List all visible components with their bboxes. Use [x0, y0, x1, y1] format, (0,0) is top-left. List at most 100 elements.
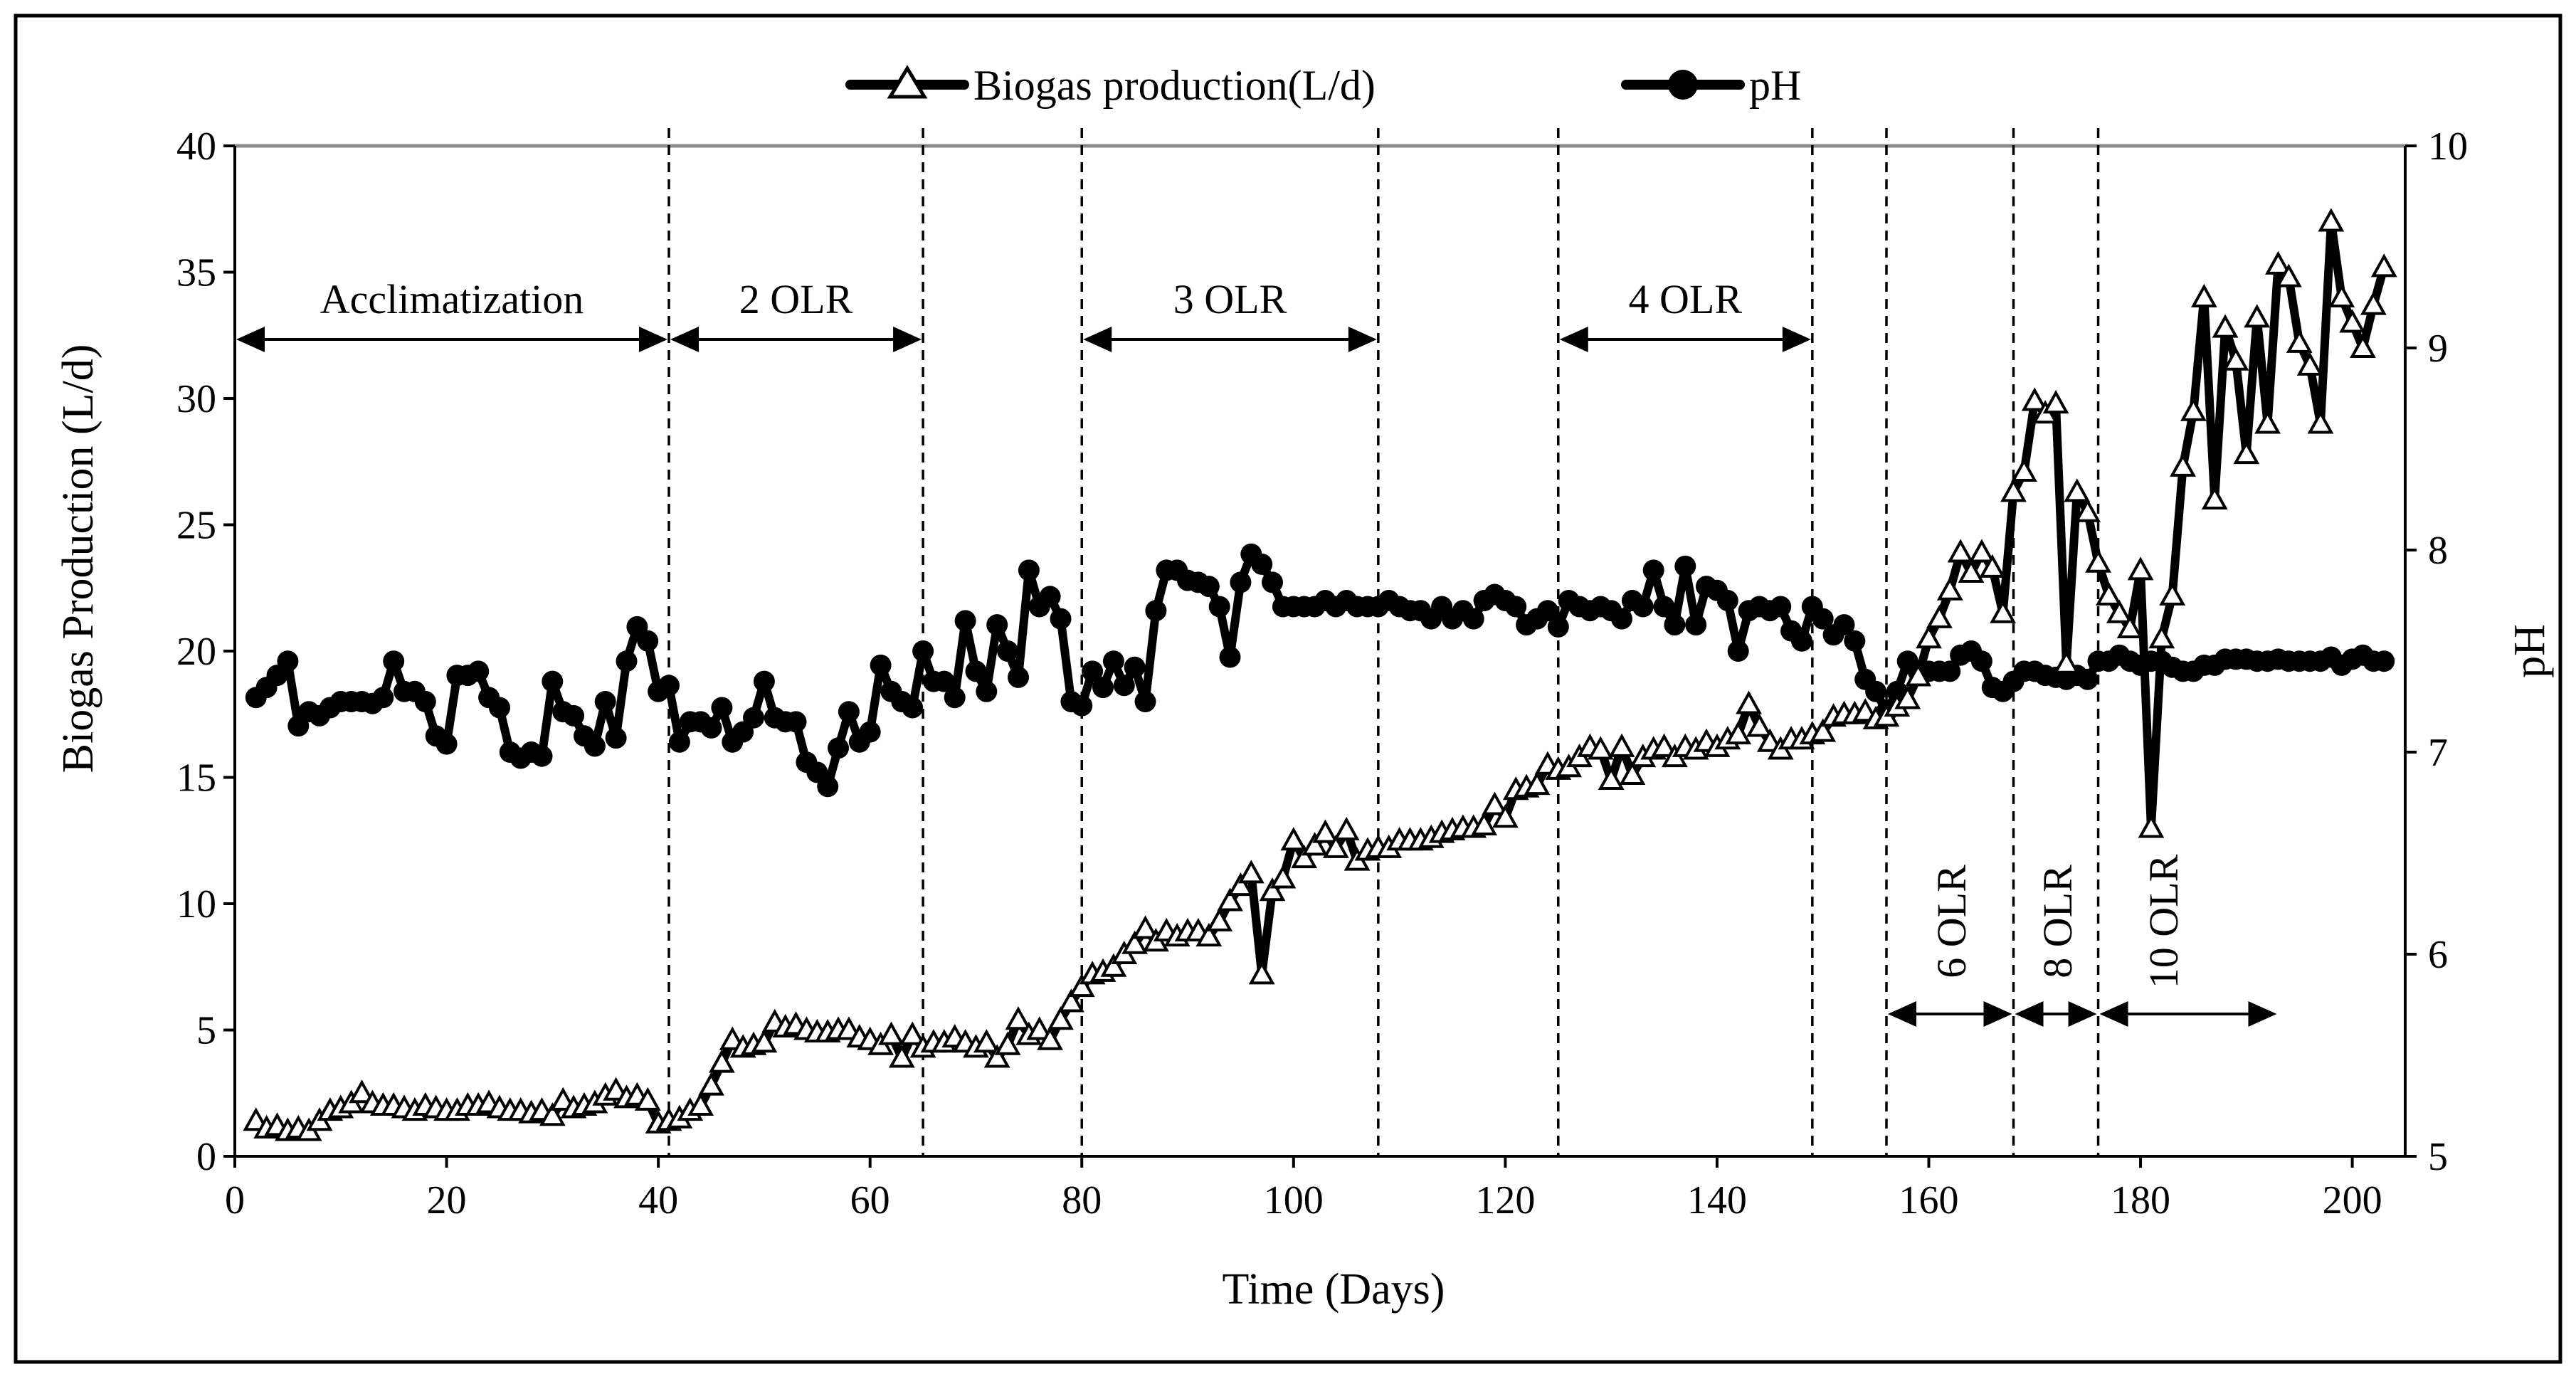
biogas-point: [1608, 733, 1635, 757]
ph-point: [1970, 650, 1992, 672]
ph-point: [859, 721, 881, 743]
ph-point: [1082, 660, 1104, 682]
ph-point: [1865, 680, 1887, 702]
phase-8-olr-arrow-head-right: [2068, 1001, 2097, 1027]
ph-point: [668, 731, 690, 753]
ph-point: [2076, 668, 2099, 690]
biogas-point: [2010, 458, 2037, 482]
ph-point: [997, 640, 1019, 662]
biogas-point: [1228, 872, 1254, 897]
ph-point: [277, 650, 299, 672]
ph-point: [1653, 596, 1675, 618]
y2-tick-label: 9: [2428, 327, 2448, 371]
phase-4-olr-label: 4 OLR: [1629, 276, 1743, 322]
biogas-point: [1259, 877, 1286, 902]
biogas-point: [2296, 352, 2323, 376]
phase-4-olr-arrow-head-right: [1782, 327, 1811, 352]
legend: Biogas production(L/d) pH: [845, 62, 1801, 109]
biogas-point: [2222, 347, 2249, 371]
phase-3-olr-arrow-head-right: [1348, 327, 1377, 352]
ph-point: [531, 745, 553, 767]
ph-point: [436, 733, 458, 755]
ph-point: [976, 680, 998, 702]
ph-point: [1198, 576, 1220, 598]
x-tick-label: 80: [1062, 1178, 1102, 1222]
biogas-point: [2244, 304, 2271, 328]
ph-point: [1092, 677, 1114, 699]
ph-point: [902, 697, 924, 719]
ph-point: [616, 650, 638, 672]
y-tick-label: 30: [176, 377, 216, 421]
phase-acclimatization-arrow-head-right: [639, 327, 667, 352]
biogas-point: [1990, 599, 2017, 623]
ph-point: [1716, 590, 1738, 611]
ph-point: [828, 737, 849, 759]
ph-point: [383, 650, 405, 672]
ph-point: [1611, 608, 1632, 630]
ph-point: [1008, 666, 1029, 688]
ph-point: [954, 610, 976, 632]
x-tick-label: 120: [1475, 1178, 1535, 1222]
biogas-point: [1894, 685, 1921, 709]
ph-point: [870, 654, 892, 676]
ph-point: [1547, 616, 1569, 638]
x-tick-label: 40: [638, 1178, 678, 1222]
biogas-point: [2350, 334, 2376, 358]
biogas-point: [2096, 581, 2122, 606]
ph-point: [1844, 630, 1866, 652]
biogas-point: [698, 1072, 724, 1096]
biogas-point: [2064, 478, 2091, 502]
biogas-point: [634, 1087, 661, 1111]
ph-point: [1812, 608, 1834, 630]
biogas-point: [1280, 827, 1307, 851]
phase-10-olr-label: 10 OLR: [2140, 854, 2187, 988]
y2-tick-label: 6: [2428, 933, 2448, 977]
y2-tick-label: 7: [2428, 731, 2448, 775]
ph-point: [912, 640, 934, 662]
ph-point: [1642, 559, 1664, 581]
ph-point: [700, 717, 722, 739]
biogas-point: [539, 1102, 566, 1126]
phase-8-olr-arrow-head-left: [2015, 1001, 2044, 1027]
biogas-point: [2201, 485, 2228, 509]
x-tick-label: 0: [225, 1178, 245, 1222]
biogas-point: [1302, 832, 1328, 856]
biogas-point: [2170, 453, 2196, 477]
biogas-point: [1322, 834, 1349, 858]
ph-point: [785, 711, 807, 733]
y-tick-label: 5: [196, 1009, 216, 1053]
biogas-point: [2159, 581, 2186, 606]
ph-point: [468, 660, 490, 682]
biogas-point: [2360, 291, 2387, 315]
biogas-point: [1598, 766, 1625, 791]
biogas-point: [1248, 961, 1275, 985]
biogas-point: [1068, 973, 1095, 998]
y-axis-title: Biogas Production (L/d): [54, 344, 102, 773]
phase-6-olr-label: 6 OLR: [1928, 865, 1975, 978]
phase-10-olr-arrow-head-left: [2099, 1001, 2128, 1027]
biogas-point: [1132, 915, 1158, 939]
ph-point: [965, 660, 987, 682]
biogas-point: [1492, 804, 1519, 828]
biogas-point: [1333, 816, 1360, 841]
biogas-point: [1206, 907, 1233, 931]
x-tick-label: 180: [2111, 1178, 2170, 1222]
ph-point: [1674, 555, 1696, 577]
phase-8-olr-label: 8 OLR: [2034, 865, 2081, 978]
ph-point: [605, 727, 627, 749]
ph-point: [1770, 596, 1792, 618]
y2-tick-label: 10: [2428, 125, 2468, 169]
biogas-point: [899, 1021, 926, 1045]
biogas-point: [1471, 811, 1498, 835]
ph-point: [1939, 660, 1961, 682]
legend-triangle-marker: [887, 65, 928, 99]
y-tick-label: 40: [176, 125, 216, 169]
ph-point: [1071, 694, 1093, 717]
ph-point: [1039, 586, 1061, 608]
x-tick-label: 160: [1899, 1178, 1958, 1222]
biogas-point: [1947, 539, 1974, 563]
phase-2-olr-arrow-head-left: [670, 327, 699, 352]
phase-6-olr-arrow-head-right: [1983, 1001, 2012, 1027]
